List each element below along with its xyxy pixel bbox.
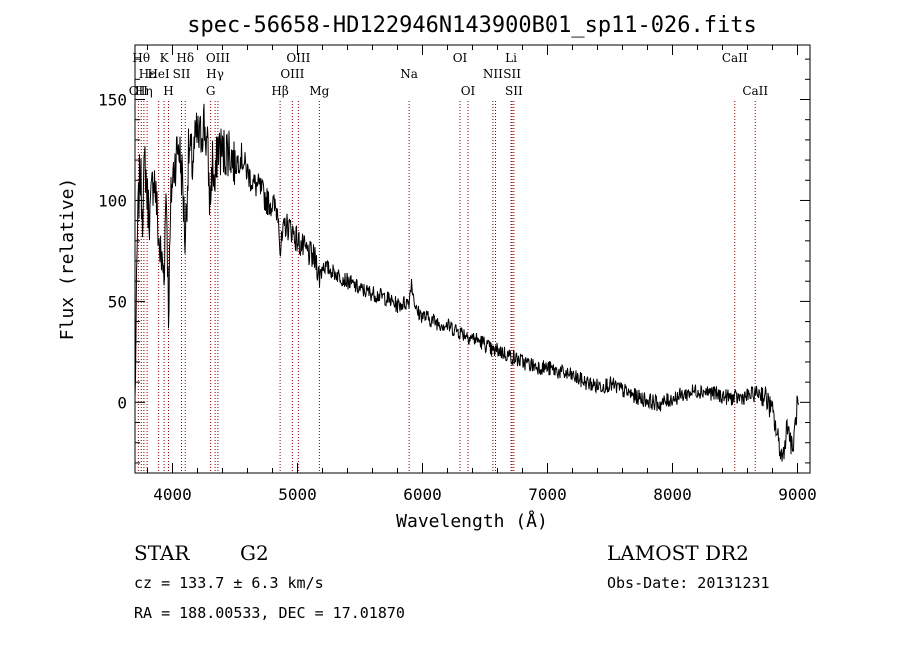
- spectral-line-label: OIII: [280, 67, 304, 81]
- spectrum-series-line: [134, 103, 799, 462]
- spectral-line-label: OII: [129, 84, 149, 98]
- survey-label: LAMOST DR2: [607, 541, 749, 565]
- spectral-line-markers: OIIHθHηHεHeIKHSIIHδGHγOIIIHβOIIIOIIIMgNa…: [129, 51, 768, 473]
- y-tick-label: 150: [98, 91, 127, 110]
- x-tick-label: 6000: [403, 485, 442, 504]
- spectral-line-label: Na: [400, 67, 418, 81]
- spectral-line-label: Hγ: [206, 67, 224, 81]
- spectral-line-label: Li: [505, 51, 517, 65]
- observation-date-text: Obs-Date: 20131231: [607, 574, 770, 592]
- spectral-line-label: Hε: [139, 67, 156, 81]
- spectral-line-label: K: [160, 51, 170, 65]
- redshift-velocity-text: cz = 133.7 ± 6.3 km/s: [134, 574, 324, 592]
- x-tick-label: 5000: [278, 485, 317, 504]
- y-tick-label: 50: [108, 292, 127, 311]
- spectral-line-label: SII: [505, 84, 523, 98]
- spectral-line-label: H: [163, 84, 173, 98]
- y-tick-label: 0: [117, 393, 127, 412]
- x-tick-label: 4000: [153, 485, 192, 504]
- spectral-line-label: SII: [503, 67, 521, 81]
- object-class-label: STAR: [134, 541, 190, 565]
- spectral-line-label: G: [206, 84, 216, 98]
- chart-title: spec-56658-HD122946N143900B01_sp11-026.f…: [187, 13, 757, 38]
- spectral-line-label: Hβ: [271, 84, 288, 98]
- x-tick-label: 7000: [528, 485, 567, 504]
- spectral-line-label: Mg: [309, 84, 329, 98]
- x-tick-label: 9000: [778, 485, 817, 504]
- y-tick-label: 100: [98, 191, 127, 210]
- spectral-line-label: Hη: [135, 84, 153, 98]
- object-subclass-label: G2: [240, 541, 269, 565]
- coordinates-text: RA = 188.00533, DEC = 17.01870: [134, 604, 405, 622]
- spectral-line-label: OIII: [286, 51, 310, 65]
- spectral-line-label: SII: [173, 67, 191, 81]
- spectral-line-label: OIII: [206, 51, 230, 65]
- x-axis-label: Wavelength (Å): [396, 510, 548, 532]
- spectral-line-label: OI: [461, 84, 476, 98]
- spectral-line-label: NII: [483, 67, 503, 81]
- spectral-line-label: OI: [453, 51, 468, 65]
- spectral-line-label: Hθ: [132, 51, 150, 65]
- y-axis: 0 50 100 150: [98, 58, 810, 464]
- x-tick-label: 8000: [653, 485, 692, 504]
- spectral-line-label: CaII: [722, 51, 748, 65]
- plot-frame: [134, 44, 811, 474]
- spectral-line-label: CaII: [742, 84, 768, 98]
- y-axis-label: Flux (relative): [57, 178, 78, 341]
- spectral-line-label: HeI: [147, 67, 170, 81]
- spectral-line-label: Hδ: [176, 51, 194, 65]
- x-axis: 4000 5000 6000 7000 8000 9000: [147, 45, 817, 504]
